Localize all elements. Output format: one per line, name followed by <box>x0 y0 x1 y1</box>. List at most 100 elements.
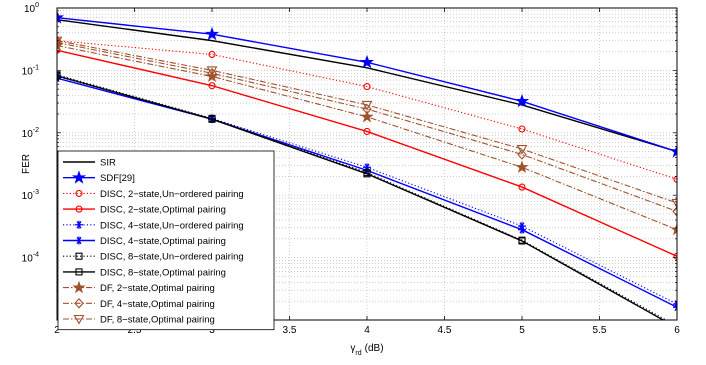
data-point-diamond <box>207 67 217 79</box>
y-tick-label: 10-3 <box>22 189 39 202</box>
legend-label: DISC, 2−state,Un−ordered pairing <box>100 189 244 200</box>
data-point-star <box>669 144 677 158</box>
data-point-diamond <box>517 149 527 160</box>
series-line <box>57 45 677 231</box>
legend-label: SIR <box>100 158 116 169</box>
legend-label: DISC, 4−state,Un−ordered pairing <box>100 220 244 231</box>
x-axis-label: γrd (dB) <box>350 343 383 357</box>
data-point-circle <box>518 183 526 191</box>
axis-ticks: 2 2.5 3 3.5 4 4.5 5 5.5 6 100 10-1 10-2 10-3 10-4 <box>22 2 681 336</box>
legend-item: DISC, 2−state,Optimal pairing <box>63 205 226 216</box>
data-point-pentagram <box>670 222 677 236</box>
x-axis-label-unit: (dB) <box>365 343 384 354</box>
data-point-asterisk <box>673 303 677 312</box>
legend-label: DISC, 2−state,Optimal pairing <box>100 205 226 216</box>
data-point-square <box>208 115 216 123</box>
series-line <box>57 18 677 153</box>
data-point-star <box>514 93 530 108</box>
x-axis-label-symbol: γ <box>350 343 355 354</box>
legend-label: DISC, 8−state,Optimal pairing <box>100 267 226 278</box>
x-tick-label: 4.5 <box>438 325 452 336</box>
legend-item: DISC, 4−state,Optimal pairing <box>63 236 226 247</box>
legend-label: DF, 2−state,Optimal pairing <box>100 283 215 294</box>
data-point-asterisk <box>518 225 526 234</box>
legend-label: DISC, 4−state,Optimal pairing <box>100 236 226 247</box>
y-tick-label: 10-1 <box>22 64 39 77</box>
y-tick-label: 10-4 <box>22 252 39 265</box>
data-point-triangle <box>206 66 218 77</box>
data-point-diamond <box>672 206 677 217</box>
series-8 <box>57 72 665 320</box>
data-point-star <box>71 170 87 184</box>
legend-label: SDF[29] <box>100 173 135 184</box>
grid <box>56 8 678 321</box>
x-tick-label: 4 <box>364 325 370 336</box>
data-point-circle <box>208 50 216 59</box>
series-group <box>57 10 677 320</box>
x-tick-label: 2 <box>54 325 60 336</box>
data-point-square <box>75 252 83 260</box>
data-point-pentagram <box>72 280 86 294</box>
data-point-square <box>363 170 371 178</box>
data-point-circle <box>673 175 677 183</box>
data-point-asterisk <box>75 236 83 245</box>
data-point-circle <box>75 189 83 197</box>
legend-label: DISC, 8−state,Un−ordered pairing <box>100 252 244 263</box>
legend: SIR SDF[29] DISC, 2−state,Un−ordered pairi… <box>57 150 275 331</box>
series-1 <box>57 18 677 153</box>
data-point-circle <box>363 127 371 136</box>
series-4 <box>57 46 677 260</box>
series-line <box>57 40 677 204</box>
legend-label: DF, 8−state,Optimal pairing <box>100 315 215 326</box>
legend-item: SIR <box>63 158 116 169</box>
data-point-circle <box>75 205 83 213</box>
legend-item: DISC, 8−state,Optimal pairing <box>63 267 226 278</box>
legend-item: DISC, 4−state,Un−ordered pairing <box>63 220 244 231</box>
x-tick-label: 5 <box>519 325 525 336</box>
x-tick-label: 5.5 <box>593 325 607 336</box>
data-point-triangle <box>671 198 677 209</box>
data-point-star <box>359 54 375 69</box>
legend-item: DF, 2−state,Optimal pairing <box>63 280 215 294</box>
data-point-circle <box>673 252 677 260</box>
legend-item: DF, 8−state,Optimal pairing <box>63 315 215 326</box>
data-point-pentagram <box>360 109 374 123</box>
legend-item: DISC, 2−state,Un−ordered pairing <box>63 189 244 200</box>
data-point-circle <box>363 83 371 91</box>
asterisk-stroke <box>57 76 60 82</box>
data-point-pentagram <box>515 160 529 173</box>
x-axis-label-sub: rd <box>355 350 361 357</box>
data-point-triangle <box>361 100 373 111</box>
data-point-triangle <box>57 36 63 47</box>
data-point-diamond <box>74 297 84 309</box>
x-tick-label: 3 <box>209 325 215 336</box>
y-tick-label: 100 <box>24 2 39 15</box>
data-point-triangle <box>516 144 528 155</box>
data-point-circle <box>208 82 216 90</box>
data-point-square <box>518 237 526 245</box>
data-point-triangle <box>73 314 85 325</box>
y-axis-label: FER <box>21 154 32 174</box>
asterisk-stroke <box>674 300 677 306</box>
legend-item: DF, 4−state,Optimal pairing <box>63 297 215 310</box>
x-tick-label: 3.5 <box>283 325 297 336</box>
series-2 <box>57 10 677 158</box>
asterisk-stroke <box>57 72 60 78</box>
legend-item: DISC, 8−state,Un−ordered pairing <box>63 252 244 263</box>
data-point-star <box>57 10 65 24</box>
data-point-star <box>204 26 220 41</box>
x-tick-label: 2.5 <box>128 325 142 336</box>
legend-label: DF, 4−state,Optimal pairing <box>100 299 215 310</box>
asterisk-stroke <box>674 306 677 312</box>
data-point-diamond <box>362 103 372 115</box>
asterisk-stroke <box>674 303 677 309</box>
data-point-circle <box>518 125 526 133</box>
series-line <box>57 75 665 320</box>
series-line <box>57 41 677 212</box>
data-point-square <box>75 268 83 276</box>
x-tick-label: 6 <box>674 325 680 336</box>
series-line <box>57 40 677 180</box>
y-tick-label: 10-2 <box>22 127 39 140</box>
data-point-square <box>57 72 61 80</box>
